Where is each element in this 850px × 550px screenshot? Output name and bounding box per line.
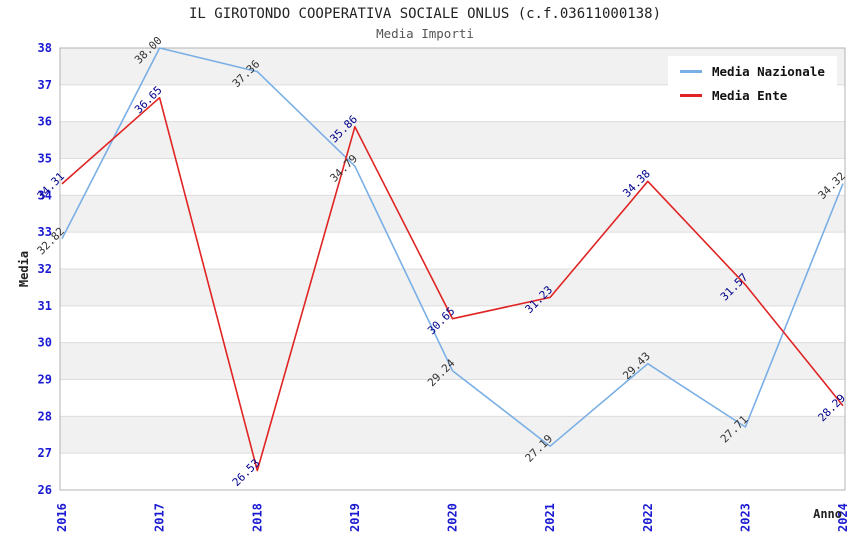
svg-text:34: 34 [38,188,52,202]
svg-text:2016: 2016 [55,503,69,532]
legend-line-swatch-nazionale-icon [680,70,702,73]
svg-text:37: 37 [38,78,52,92]
svg-text:2019: 2019 [348,503,362,532]
legend-label-media-nazionale: Media Nazionale [712,64,825,79]
legend-item-media-nazionale: Media Nazionale [680,64,825,79]
svg-text:28: 28 [38,409,52,423]
svg-text:32: 32 [38,262,52,276]
svg-text:2022: 2022 [641,503,655,532]
svg-text:31: 31 [38,299,52,313]
legend: Media Nazionale Media Ente [668,56,837,111]
svg-text:2021: 2021 [543,503,557,532]
svg-text:38: 38 [38,41,52,55]
svg-text:30.65: 30.65 [425,305,458,338]
x-axis-title: Anno [813,507,842,521]
svg-text:26: 26 [38,483,52,497]
svg-text:36: 36 [38,115,52,129]
svg-text:2023: 2023 [738,503,752,532]
legend-item-media-ente: Media Ente [680,88,825,103]
chart-subtitle: Media Importi [376,26,474,41]
chart-title: IL GIROTONDO COOPERATIVA SOCIALE ONLUS (… [188,6,661,22]
legend-line-swatch-ente-icon [680,94,702,97]
svg-text:2018: 2018 [250,503,264,532]
svg-text:2024: 2024 [836,503,850,532]
svg-text:2017: 2017 [153,503,167,532]
svg-text:29: 29 [38,373,52,387]
svg-text:26.53: 26.53 [230,456,263,489]
svg-text:30: 30 [38,336,52,350]
svg-text:2020: 2020 [446,503,460,532]
svg-text:35: 35 [38,152,52,166]
svg-text:27: 27 [38,446,52,460]
legend-label-media-ente: Media Ente [712,88,788,103]
svg-text:33: 33 [38,225,52,239]
y-axis-title: Media [17,250,32,288]
